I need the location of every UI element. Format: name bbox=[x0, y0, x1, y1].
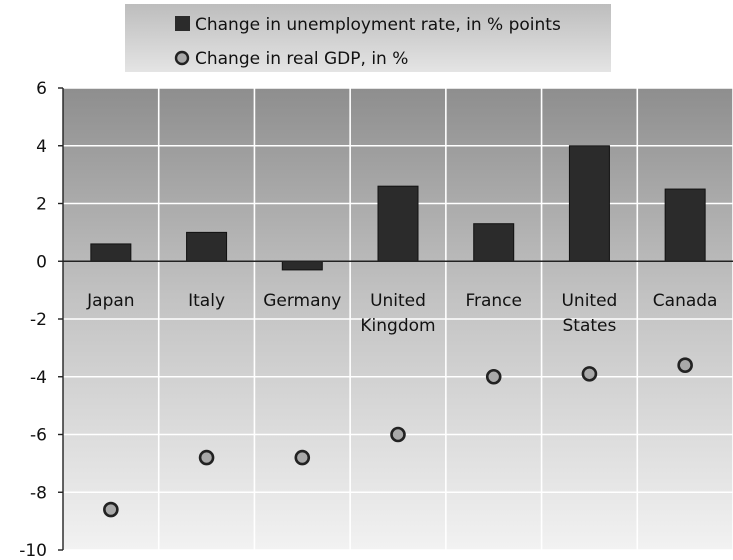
point-6 bbox=[677, 357, 693, 374]
category-label-line: United bbox=[370, 291, 426, 311]
point-4 bbox=[485, 368, 502, 385]
axes bbox=[58, 87, 733, 551]
category-label-line: Japan bbox=[86, 291, 134, 311]
category-label-line: Canada bbox=[653, 291, 718, 311]
bar-6 bbox=[664, 188, 706, 262]
legend-box bbox=[125, 4, 611, 72]
y-tick-label-6: -6 bbox=[30, 426, 47, 446]
legend-label-gdp: Change in real GDP, in % bbox=[195, 49, 408, 69]
bar-0 bbox=[90, 243, 132, 262]
bar-2 bbox=[281, 260, 323, 271]
category-label-line: Italy bbox=[188, 291, 225, 311]
point-0 bbox=[103, 501, 119, 518]
y-tick-label-2: 2 bbox=[36, 195, 47, 215]
point-3 bbox=[390, 426, 406, 443]
y-tick-label-4: -2 bbox=[30, 310, 47, 330]
bar-5 bbox=[568, 145, 610, 262]
y-tick-label-0: 6 bbox=[36, 79, 47, 99]
category-label-1: Italy bbox=[188, 291, 225, 311]
legend-marker-bar bbox=[175, 16, 190, 31]
point-series bbox=[103, 357, 693, 518]
category-label-4: France bbox=[465, 291, 522, 311]
category-label-line: Kingdom bbox=[360, 316, 435, 336]
bar-3 bbox=[377, 185, 419, 262]
y-tick-label-1: 4 bbox=[36, 137, 47, 157]
legend: Change in unemployment rate, in % points… bbox=[174, 15, 561, 69]
y-tick-labels: 6 4 2 0 -2 -4 -6 -8 -10 bbox=[19, 79, 47, 560]
bar-series bbox=[90, 145, 706, 271]
category-label-5: United States bbox=[561, 291, 617, 336]
category-label-line: France bbox=[465, 291, 522, 311]
y-tick-label-8: -10 bbox=[19, 541, 47, 560]
bar-1 bbox=[186, 231, 228, 262]
y-tick-label-7: -8 bbox=[30, 483, 47, 503]
y-tick-label-3: 0 bbox=[36, 252, 47, 272]
category-label-line: United bbox=[561, 291, 617, 311]
category-labels: Japan Italy Germany United Kingdom France Unit… bbox=[86, 291, 717, 336]
category-label-2: Germany bbox=[263, 291, 341, 311]
legend-marker-circle bbox=[174, 50, 190, 66]
point-1 bbox=[198, 449, 215, 466]
bar-4 bbox=[473, 223, 515, 262]
category-label-3: United Kingdom bbox=[360, 291, 435, 336]
legend-label-unemployment: Change in unemployment rate, in % points bbox=[195, 15, 561, 35]
category-label-6: Canada bbox=[653, 291, 718, 311]
category-label-line: Germany bbox=[263, 291, 341, 311]
point-2 bbox=[294, 449, 311, 466]
category-label-line: States bbox=[562, 316, 616, 336]
category-label-0: Japan bbox=[86, 291, 134, 311]
point-5 bbox=[581, 366, 598, 382]
y-tick-label-5: -4 bbox=[30, 368, 47, 388]
